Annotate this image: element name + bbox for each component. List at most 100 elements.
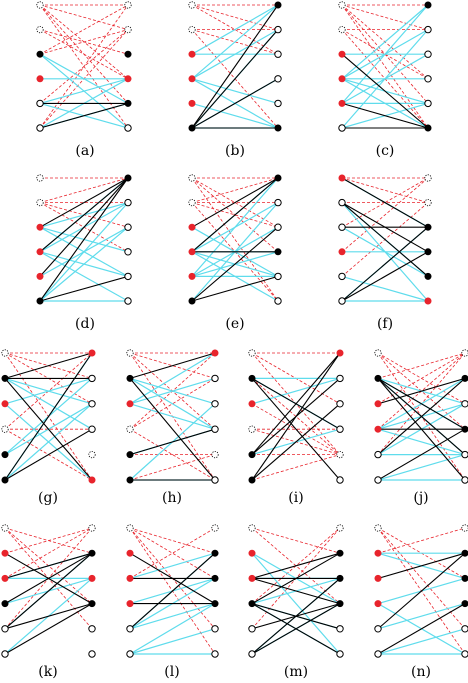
left-vertex-2: [374, 374, 382, 382]
black-edge: [191, 78, 279, 129]
right-vertex-6: [124, 124, 132, 132]
black-edge: [4, 378, 93, 481]
left-vertex-3: [126, 574, 134, 582]
right-vertex-4: [274, 248, 282, 256]
right-vertex-1: [424, 1, 432, 9]
left-vertex-6: [248, 650, 256, 658]
black-edge: [377, 552, 466, 579]
panel-l: (l): [126, 524, 219, 680]
black-edge: [191, 177, 279, 228]
left-vertex-1: [248, 524, 256, 532]
panel-c: (c): [338, 1, 432, 159]
black-edge: [4, 603, 93, 630]
right-vertex-1: [336, 524, 344, 532]
right-vertex-4: [124, 248, 132, 256]
left-vertex-5: [248, 625, 256, 633]
panel-j: (j): [374, 349, 468, 506]
right-vertex-4: [461, 425, 468, 433]
left-vertex-4: [1, 600, 9, 608]
panel-caption: (c): [376, 143, 395, 159]
panel-i: (i): [248, 349, 344, 506]
right-vertex-4: [461, 600, 468, 608]
right-vertex-5: [88, 625, 96, 633]
cyan-edge: [129, 552, 216, 579]
right-vertex-5: [461, 450, 468, 459]
panel-caption: (i): [288, 490, 303, 506]
red-edge: [251, 378, 341, 455]
panel-b: (b): [188, 1, 282, 159]
right-vertex-3: [274, 50, 282, 58]
left-vertex-3: [36, 50, 44, 58]
black-edge: [129, 352, 216, 379]
red-edge: [39, 4, 129, 55]
left-vertex-2: [1, 549, 9, 557]
black-edge: [251, 552, 341, 605]
right-vertex-2: [124, 25, 132, 34]
red-edge: [191, 4, 279, 30]
panel-a: (a): [36, 1, 132, 159]
right-vertex-6: [211, 650, 219, 658]
right-vertex-4: [274, 75, 282, 83]
left-vertex-3: [248, 574, 256, 582]
left-vertex-2: [248, 549, 256, 557]
cyan-edge: [129, 352, 216, 405]
red-edge: [341, 177, 429, 253]
black-edge: [4, 428, 93, 481]
cyan-edge: [251, 552, 341, 655]
red-edge: [39, 4, 129, 30]
left-vertex-2: [126, 374, 134, 382]
black-edge: [251, 577, 341, 655]
red-edge: [4, 527, 93, 554]
right-vertex-1: [124, 174, 132, 182]
red-edge: [39, 29, 129, 80]
cyan-edge: [4, 377, 93, 405]
cyan-edge: [39, 78, 129, 104]
right-vertex-4: [88, 425, 96, 433]
panel-h: (h): [126, 349, 219, 506]
panel-caption: (h): [162, 490, 182, 506]
left-vertex-1: [188, 1, 196, 9]
right-vertex-2: [124, 198, 132, 207]
left-vertex-1: [374, 349, 382, 357]
cyan-edge: [129, 403, 216, 430]
panel-caption: (g): [38, 490, 58, 506]
black-edge: [39, 177, 129, 302]
right-vertex-1: [88, 349, 96, 357]
left-vertex-4: [126, 600, 134, 608]
right-vertex-6: [88, 476, 96, 484]
right-vertex-2: [424, 25, 432, 34]
cyan-edge: [341, 29, 429, 129]
right-vertex-6: [461, 476, 468, 484]
red-edge: [39, 177, 129, 203]
left-vertex-5: [36, 272, 44, 280]
black-edge: [251, 352, 341, 455]
left-vertex-6: [338, 124, 346, 132]
right-vertex-1: [274, 174, 282, 182]
black-edge: [129, 552, 216, 630]
right-vertex-5: [274, 272, 282, 281]
right-vertex-3: [336, 400, 344, 408]
right-vertex-3: [336, 574, 344, 582]
left-vertex-1: [248, 349, 256, 357]
panel-caption: (d): [75, 316, 95, 332]
left-vertex-5: [248, 451, 256, 459]
left-vertex-1: [188, 174, 196, 182]
black-edge: [4, 352, 93, 379]
left-vertex-5: [188, 99, 196, 107]
right-vertex-5: [211, 625, 219, 633]
right-vertex-5: [124, 272, 132, 281]
red-edge: [129, 378, 216, 430]
red-edge: [191, 177, 279, 302]
left-vertex-3: [374, 400, 382, 408]
red-edge: [251, 527, 341, 604]
right-vertex-6: [274, 297, 282, 305]
cyan-edge: [4, 403, 93, 481]
right-vertex-6: [336, 650, 344, 658]
left-vertex-4: [338, 75, 346, 83]
red-edge: [191, 177, 279, 203]
right-vertex-2: [336, 374, 344, 383]
right-vertex-3: [124, 50, 132, 58]
black-edge: [39, 275, 129, 302]
cyan-edge: [129, 377, 216, 430]
right-vertex-3: [424, 223, 432, 231]
